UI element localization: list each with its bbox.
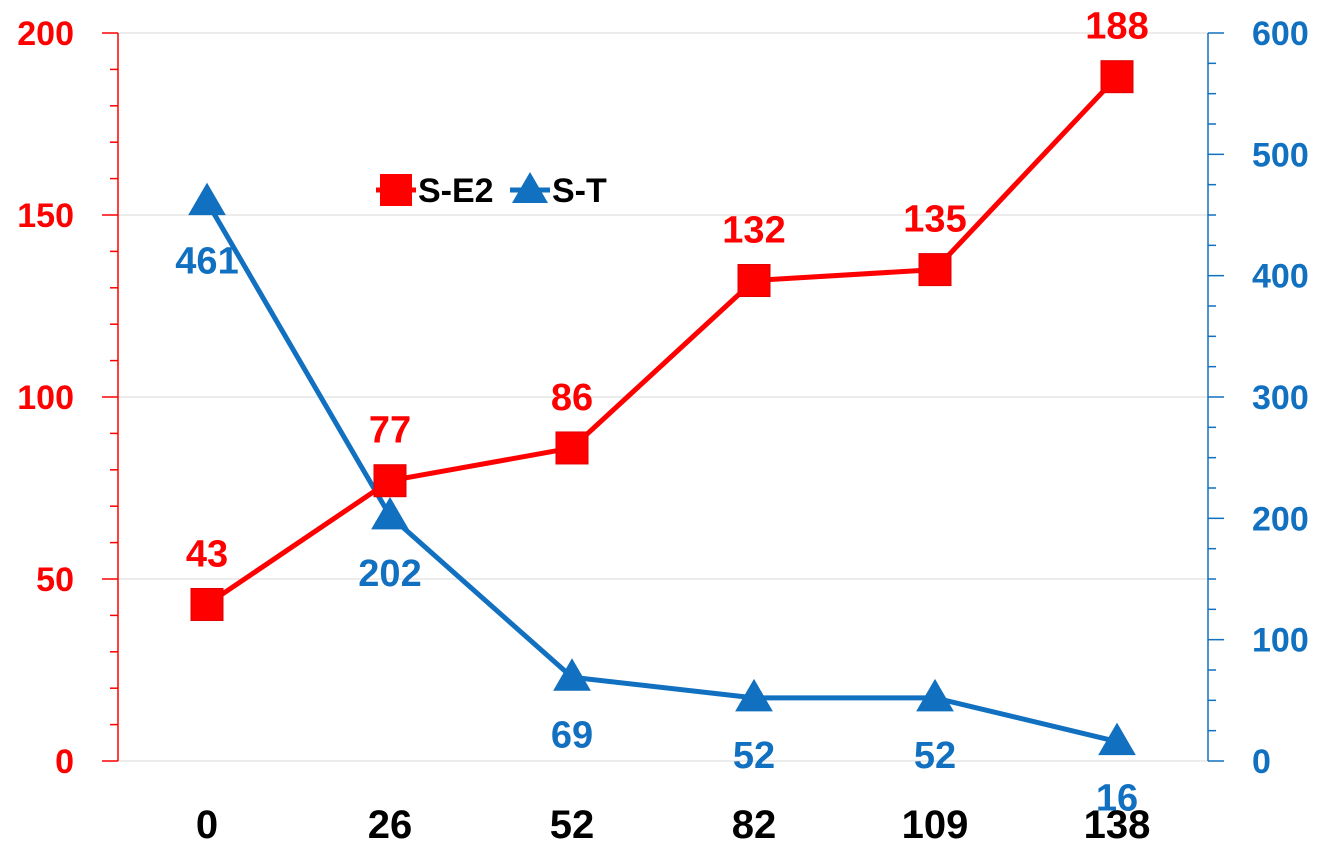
- right-axis-tick-label: 600: [1252, 15, 1309, 53]
- left-axis-tick-label: 150: [17, 197, 74, 235]
- x-axis-tick-label: 82: [732, 803, 777, 847]
- s-t-point-marker: [553, 658, 591, 691]
- right-axis-tick-label: 500: [1252, 136, 1309, 174]
- right-axis-tick-label: 200: [1252, 500, 1309, 538]
- x-axis-tick-label: 138: [1084, 803, 1151, 847]
- s-e2-point-marker: [737, 264, 771, 298]
- s-t-data-label: 52: [914, 735, 956, 777]
- s-e2-point-marker: [1100, 60, 1134, 94]
- left-axis-tick-label: 0: [55, 743, 74, 781]
- s-t-point-marker: [735, 678, 773, 712]
- s-t-series-line: [204, 200, 1118, 745]
- s-t-point-marker: [1098, 722, 1136, 756]
- s-t-data-label: 202: [358, 553, 421, 595]
- right-axis-tick-label: 300: [1252, 379, 1309, 417]
- right-axis-tick-label: 100: [1252, 622, 1309, 660]
- legend-s-t-marker: [512, 172, 548, 203]
- s-e2-data-label: 86: [551, 377, 593, 419]
- s-t-point-marker: [188, 182, 226, 216]
- s-e2-data-label: 132: [722, 210, 785, 252]
- s-t-point-marker: [371, 496, 409, 530]
- s-e2-data-label: 188: [1085, 6, 1148, 48]
- s-t-data-label: 461: [175, 241, 238, 283]
- s-e2-point-marker: [190, 587, 224, 621]
- right-axis-tick-label: 400: [1252, 258, 1309, 296]
- s-e2-data-label: 43: [186, 533, 228, 575]
- s-t-data-label: 52: [733, 735, 775, 777]
- legend-s-e2-label: S-E2: [418, 172, 494, 210]
- s-e2-point-marker: [555, 431, 589, 465]
- x-axis-tick-label: 26: [368, 803, 413, 847]
- s-e2-series-line: [205, 74, 1119, 607]
- s-e2-point-marker: [373, 464, 407, 498]
- s-e2-data-label: 135: [903, 199, 966, 241]
- s-t-data-label: 69: [551, 714, 593, 756]
- left-axis-tick-label: 100: [17, 379, 74, 417]
- s-t-point-marker: [916, 678, 954, 712]
- s-t-data-label: 16: [1096, 778, 1138, 820]
- left-axis-tick-label: 200: [17, 15, 74, 53]
- left-axis-tick-label: 50: [36, 561, 74, 599]
- legend-s-t-label: S-T: [552, 172, 607, 210]
- s-e2-point-marker: [918, 253, 952, 287]
- x-axis-tick-label: 0: [196, 803, 218, 847]
- right-axis-tick-label: 0: [1252, 743, 1271, 781]
- x-axis-tick-label: 109: [902, 803, 969, 847]
- s-e2-data-label: 77: [369, 410, 411, 452]
- x-axis-tick-label: 52: [550, 803, 595, 847]
- legend-s-e2-marker: [380, 174, 412, 206]
